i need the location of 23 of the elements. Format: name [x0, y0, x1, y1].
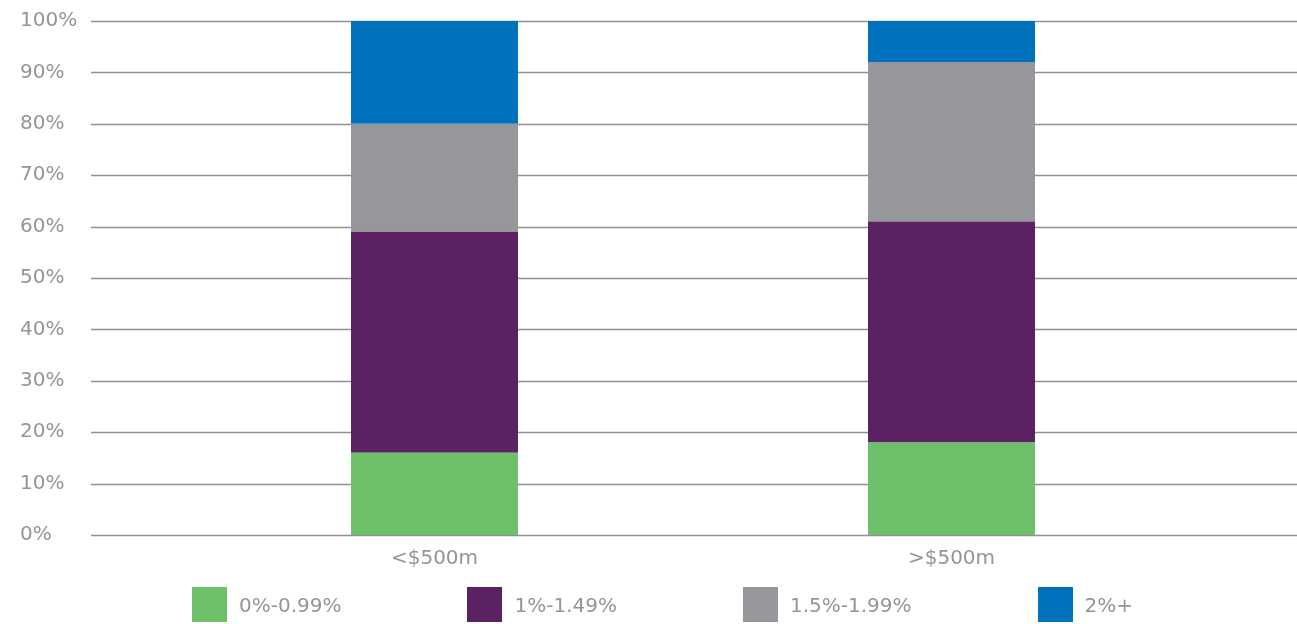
y-tick-label: 70%	[20, 161, 65, 186]
x-tick-label: <$500m	[390, 545, 479, 570]
bar	[351, 452, 518, 535]
legend-label: 1.5%-1.99%	[789, 592, 912, 617]
legend-label: 2%+	[1084, 592, 1134, 617]
y-tick-label: 20%	[20, 418, 65, 443]
y-tick-label: 10%	[20, 469, 65, 494]
y-tick-label: 40%	[20, 315, 65, 340]
bar	[351, 21, 518, 124]
y-tick-label: 80%	[20, 110, 65, 134]
bar	[351, 231, 518, 453]
y-tick-label: 0%	[20, 521, 52, 546]
bar	[868, 442, 1035, 535]
legend-label: 1%-1.49%	[514, 592, 617, 617]
y-tick-label: 90%	[20, 58, 65, 83]
x-tick-label: >$500m	[907, 545, 996, 570]
y-tick-label: 50%	[20, 264, 65, 289]
bar	[868, 221, 1035, 443]
y-tick-label: 30%	[20, 367, 65, 391]
y-tick-label: 100%	[20, 7, 78, 32]
bar	[868, 21, 1035, 63]
legend-label: 0%-0.99%	[238, 592, 342, 617]
y-tick-label: 60%	[20, 212, 65, 237]
